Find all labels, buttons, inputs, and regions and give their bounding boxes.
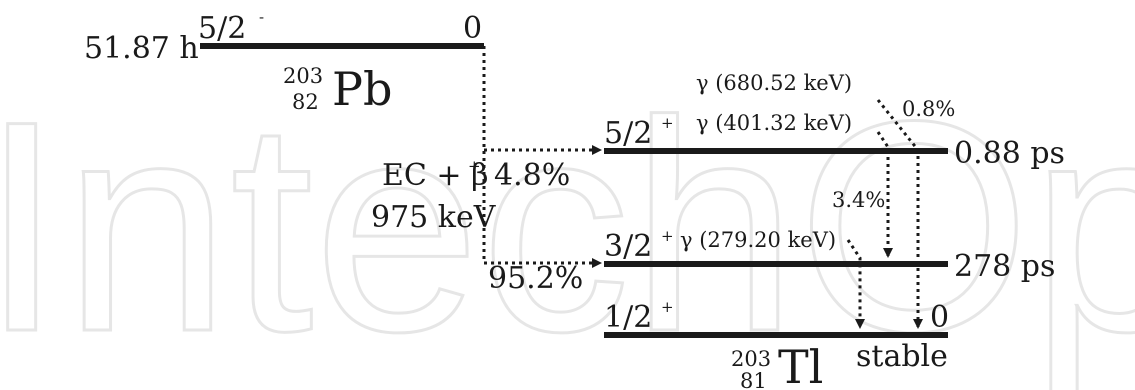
pb-atomic-number: 82 bbox=[292, 90, 319, 114]
level-energy-1-2: 0 bbox=[930, 300, 949, 335]
tl-stability: stable bbox=[856, 339, 948, 374]
parent-half-life: 51.87 h bbox=[84, 31, 199, 66]
level-lifetime-3-2: 278 ps bbox=[954, 249, 1055, 284]
decay-mode-sup: + bbox=[468, 157, 481, 175]
branch-upper: 4.8% bbox=[494, 158, 570, 193]
decay-q-value: 975 keV bbox=[371, 200, 497, 235]
gamma-label-279: γ (279.20 keV) bbox=[680, 228, 836, 252]
tl-atomic-number: 81 bbox=[740, 369, 767, 390]
gamma-intensity-680: 0.8% bbox=[902, 97, 955, 121]
gamma-intensity-401: 3.4% bbox=[832, 188, 885, 212]
level-parity-5-2: + bbox=[661, 114, 674, 132]
tl-mass-number: 203 bbox=[731, 347, 771, 371]
branch-lower: 95.2% bbox=[488, 261, 583, 296]
gamma-label-680: γ (680.52 keV) bbox=[696, 71, 852, 95]
gamma-label-401: γ (401.32 keV) bbox=[696, 111, 852, 135]
level-lifetime-5-2: 0.88 ps bbox=[954, 136, 1065, 171]
tl-symbol: Tl bbox=[778, 340, 823, 390]
pb-symbol: Pb bbox=[332, 62, 392, 116]
level-spin-5-2: 5/2 bbox=[604, 116, 652, 151]
watermark-text: IntechOpen bbox=[0, 58, 1135, 390]
level-parity-1-2: + bbox=[661, 298, 674, 316]
gamma-arrow-680 bbox=[876, 99, 923, 329]
pb-mass-number: 203 bbox=[283, 64, 323, 88]
level-parity-3-2: + bbox=[661, 227, 674, 245]
level-spin-1-2: 1/2 bbox=[604, 300, 652, 335]
level-spin-3-2: 3/2 bbox=[604, 229, 652, 264]
parent-spin: 5/2 bbox=[198, 11, 246, 46]
decay-mode: EC + β bbox=[382, 158, 488, 193]
parent-spin-parity: - bbox=[259, 8, 264, 26]
parent-energy: 0 bbox=[463, 11, 482, 46]
gamma-arrow-279 bbox=[846, 239, 865, 329]
